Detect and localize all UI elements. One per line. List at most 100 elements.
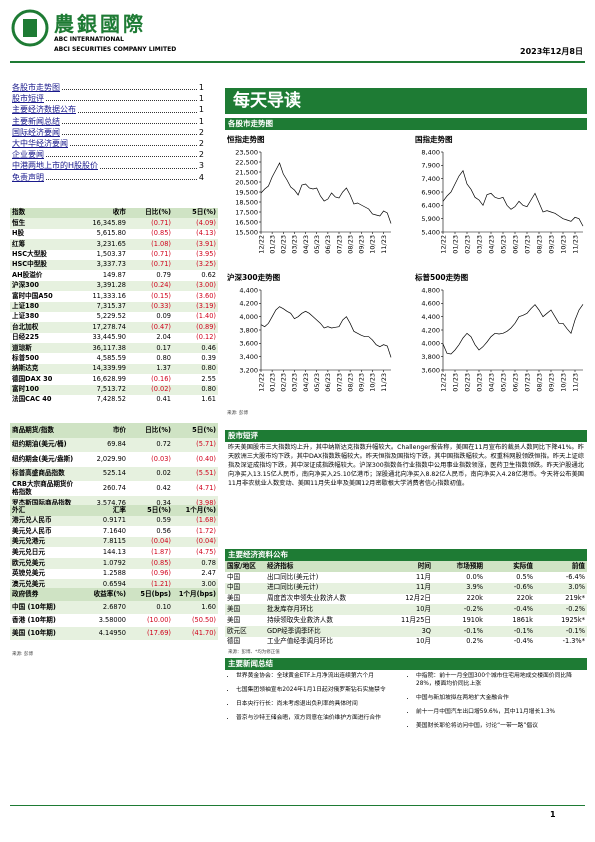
x-tick-label: 07/23: [523, 373, 531, 392]
value-cell: 0.79: [156, 270, 171, 279]
cell: 0.2%: [466, 637, 483, 646]
y-tick-label: 3,800: [239, 326, 258, 334]
toc-entry[interactable]: 免责声明 4: [12, 172, 204, 183]
x-tick-label: 10/23: [559, 373, 567, 392]
x-tick-label: 11/23: [380, 235, 388, 254]
value-cell: (0.33): [128, 301, 173, 312]
y-tick-label: 8,400: [421, 148, 440, 156]
toc-entry[interactable]: 主要经济数据公布 1: [12, 104, 204, 115]
y-tick-label: 17,500: [235, 208, 258, 216]
cell: 持续领取失业救济人数: [267, 615, 333, 624]
x-tick-label: 02/23: [463, 373, 471, 392]
price-line: [442, 169, 584, 227]
cell: 3.0%: [535, 582, 587, 594]
value-cell: (41.70): [173, 627, 218, 640]
value-cell: 7,513.72: [72, 384, 128, 396]
toc-leader: [62, 127, 197, 136]
y-tick-label: 4,400: [239, 286, 258, 294]
date: 2023年12月8日: [520, 47, 583, 56]
x-tick-label: 02/23: [280, 235, 288, 254]
header-cell: 汇率: [72, 505, 128, 516]
table-row: 标普高盛商品指数 525.14 0.02 (5.51): [10, 466, 218, 481]
value-cell: (4.13): [196, 229, 216, 238]
value-cell: 7.8115: [72, 536, 128, 548]
x-tick-label: 03/23: [291, 235, 299, 254]
label-cell: 道琼斯: [10, 343, 72, 354]
cell: 11月25日: [401, 615, 431, 624]
value-cell: 525.14: [80, 466, 128, 481]
toc-entry[interactable]: 国际经济要闻 2: [12, 127, 204, 138]
toc-entry[interactable]: 大中华经济要闻 2: [12, 138, 204, 149]
x-tick-label: 12/22: [257, 373, 265, 392]
cell: 0.0%: [466, 572, 483, 581]
toc-entry[interactable]: 各股市走势图 1: [12, 82, 204, 93]
label-cell: AH股溢价: [12, 270, 43, 279]
toc-entry[interactable]: 中港两地上市的H股股价 3: [12, 160, 204, 171]
label-cell: 沪深300: [10, 280, 72, 292]
value-cell: 0.46: [173, 343, 218, 354]
x-tick-label: 08/23: [346, 373, 354, 392]
value-cell: (0.16): [151, 374, 171, 383]
cell: 1861k: [512, 615, 533, 624]
commentary-text: 昨天美国股市三大指数均上升，其中纳斯达克指数升幅较大。Challenger报告称…: [228, 444, 584, 487]
news-item: 世界黄金协会：全球黄金ETF上月净流出连续第六个月: [236, 672, 403, 680]
y-tick-label: 4,000: [421, 340, 440, 348]
value-cell: 7,315.37: [72, 301, 128, 312]
table-row: 恒生 16,345.89 (0.71) (4.09): [10, 218, 218, 229]
value-cell: (1.68): [173, 515, 218, 527]
value-cell: 4.14950: [72, 627, 128, 640]
value-cell: 1.61: [201, 395, 216, 404]
toc-label: 免责声明: [12, 172, 44, 182]
value-cell: (0.47): [128, 322, 173, 333]
value-cell: (1.21): [128, 579, 173, 590]
value-cell: 1.37: [128, 363, 173, 375]
value-cell: 1.60: [173, 601, 218, 614]
y-tick-label: 7,400: [421, 175, 440, 183]
value-cell: (3.19): [173, 301, 218, 312]
cell: GDP经季调季环比: [265, 625, 385, 637]
header-cell: 外汇: [10, 505, 72, 516]
x-tick-label: 12/22: [257, 235, 265, 254]
value-cell: (3.95): [196, 250, 216, 258]
y-tick-label: 4,200: [421, 326, 440, 334]
toc-entry[interactable]: 主要新闻总结 1: [12, 116, 204, 127]
toc-label: 各股市走势图: [12, 83, 60, 92]
cell: 美国: [227, 615, 241, 624]
toc-entry[interactable]: 企业要闻 2: [12, 149, 204, 160]
value-cell: 5,615.80: [96, 229, 126, 238]
toc-label: 主要经济数据公布: [12, 105, 76, 115]
toc-leader: [78, 104, 197, 113]
value-cell: (5.71): [173, 437, 218, 452]
y-tick-label: 15,500: [235, 228, 258, 236]
value-cell: (4.09): [173, 218, 218, 229]
toc-leader: [46, 172, 197, 180]
value-cell: 0.17: [128, 343, 173, 354]
x-tick-label: 01/23: [268, 373, 276, 392]
index-table: 指数 收市 日比(%) 5日(%) 恒生 16,345.89 (0.71) (4.09) H股 5…: [10, 208, 218, 405]
x-tick-label: 04/23: [302, 373, 310, 392]
x-tick-label: 08/23: [346, 235, 354, 254]
label-cell: 美元兑日元: [12, 547, 45, 556]
value-cell: 1.0792: [72, 557, 128, 569]
x-tick-label: 07/23: [335, 373, 343, 392]
label-cell: 标普500: [12, 353, 39, 362]
value-cell: (10.00): [146, 615, 171, 624]
table-row: 美元兑人民币 7.1640 0.56 (1.72): [10, 526, 218, 537]
header-cell: 实际值: [485, 561, 535, 572]
y-tick-label: 3,600: [239, 340, 258, 348]
cell: 1925k*: [561, 615, 585, 624]
toc-leader: [46, 93, 197, 102]
x-tick-label: 12/22: [439, 235, 447, 254]
x-tick-label: 05/23: [313, 235, 321, 254]
table-row: 欧元兑美元 1.0792 (0.85) 0.78: [10, 557, 218, 569]
table-row: 美国 持续领取失业救济人数 11月25日 1910k 1861k 1925k*: [225, 615, 587, 626]
value-cell: (0.03): [151, 454, 171, 463]
cell: -0.1%: [485, 625, 535, 637]
cell: -0.2%: [535, 604, 587, 616]
logo-en: ABC INTERNATIONAL: [54, 36, 124, 43]
toc-label: 股市短评: [12, 94, 44, 104]
x-tick-label: 01/23: [451, 373, 459, 392]
label-cell: 港元兑人民币: [10, 515, 72, 527]
toc-entry[interactable]: 股市短评 1: [12, 93, 204, 104]
value-cell: 5,229.52: [96, 312, 126, 321]
